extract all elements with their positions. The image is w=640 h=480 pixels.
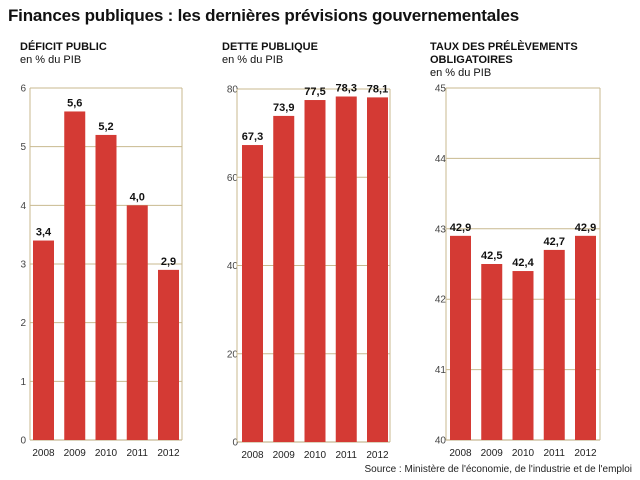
debt-x-tick-label: 2011 <box>335 450 357 461</box>
tax-bar-2010 <box>512 271 534 440</box>
debt-y-tick-label: 0 <box>232 438 238 449</box>
debt-bar-2009 <box>273 115 295 442</box>
source-note: Source : Ministère de l'économie, de l'i… <box>364 464 632 475</box>
tax-value-label: 42,5 <box>481 250 502 262</box>
deficit-y-tick-label: 0 <box>20 436 26 447</box>
tax-y-tick-label: 40 <box>435 436 447 447</box>
deficit-chart-unit: en % du PIB <box>20 54 82 66</box>
tax-bar-2008 <box>450 235 471 440</box>
tax-x-tick-label: 2009 <box>481 448 504 459</box>
debt-value-label: 77,5 <box>304 86 325 98</box>
deficit-y-tick-label: 5 <box>20 142 26 153</box>
deficit-bar-2011 <box>126 205 148 440</box>
deficit-value-label: 2,9 <box>161 256 176 268</box>
debt-x-tick-label: 2012 <box>366 450 389 461</box>
tax-y-tick-label: 43 <box>435 224 447 235</box>
tax-bar-2011 <box>543 249 565 440</box>
debt-chart-unit: en % du PIB <box>222 54 284 66</box>
tax-value-label: 42,9 <box>575 222 596 234</box>
deficit-bar-2009 <box>64 111 86 440</box>
page-title: Finances publiques : les dernières prévi… <box>8 6 519 25</box>
debt-x-tick-label: 2010 <box>304 450 327 461</box>
deficit-value-label: 5,6 <box>67 97 82 109</box>
tax-value-label: 42,9 <box>450 222 471 234</box>
deficit-value-label: 4,0 <box>130 191 145 203</box>
deficit-chart: 0 1 2 3 4 5 6 3,4 2008 5,6 2009 5,2 2010 4,0 2011 2,9 20… <box>20 84 183 459</box>
tax-y-tick-label: 44 <box>435 154 447 165</box>
tax-y-tick-label: 42 <box>435 295 447 306</box>
deficit-x-tick-label: 2010 <box>95 448 118 459</box>
tax-x-tick-label: 2012 <box>574 448 597 459</box>
tax-x-tick-label: 2008 <box>449 448 472 459</box>
tax-chart-title: TAUX DES PRÉLÈVEMENTS OBLIGATOIRES <box>430 41 578 66</box>
deficit-y-tick-label: 2 <box>20 318 26 329</box>
debt-chart-title: DETTE PUBLIQUE <box>222 41 318 53</box>
tax-chart: 40 41 42 43 44 45 42,9 2008 42,5 2009 42,4 2010 42,7… <box>435 84 601 459</box>
debt-bar-2012 <box>367 97 388 442</box>
debt-bar-2010 <box>304 100 326 442</box>
debt-x-tick-label: 2008 <box>241 450 264 461</box>
debt-value-label: 78,1 <box>367 83 388 95</box>
deficit-y-tick-label: 3 <box>20 260 26 271</box>
deficit-y-tick-label: 6 <box>20 84 26 95</box>
deficit-chart-title: DÉFICIT PUBLIC <box>20 41 107 53</box>
deficit-value-label: 5,2 <box>98 121 113 133</box>
tax-value-label: 42,7 <box>544 236 565 248</box>
debt-y-tick-label: 80 <box>227 85 239 96</box>
tax-bar-2009 <box>481 264 503 440</box>
deficit-bar-2010 <box>95 134 117 440</box>
deficit-chart-panel: DÉFICIT PUBLIC en % du PIB 0 1 2 3 4 5 6 3,4 200… <box>0 0 210 460</box>
debt-x-tick-label: 2009 <box>273 450 296 461</box>
debt-value-label: 67,3 <box>242 131 263 143</box>
deficit-value-label: 3,4 <box>36 227 52 239</box>
deficit-y-tick-label: 1 <box>20 377 26 388</box>
deficit-x-tick-label: 2008 <box>32 448 55 459</box>
debt-y-tick-label: 40 <box>227 261 239 272</box>
debt-value-label: 78,3 <box>336 83 357 95</box>
deficit-y-tick-label: 4 <box>20 201 26 212</box>
debt-value-label: 73,9 <box>273 102 294 114</box>
tax-value-label: 42,4 <box>512 257 534 269</box>
tax-y-tick-label: 45 <box>435 84 447 95</box>
tax-y-tick-label: 41 <box>435 365 447 376</box>
debt-y-tick-label: 60 <box>227 173 239 184</box>
debt-bar-2008 <box>242 145 263 442</box>
tax-x-tick-label: 2010 <box>512 448 535 459</box>
deficit-x-tick-label: 2011 <box>126 448 148 459</box>
tax-bar-2012 <box>575 235 596 440</box>
debt-y-tick-label: 20 <box>227 349 239 360</box>
deficit-bar-2008 <box>33 240 54 440</box>
tax-chart-unit: en % du PIB <box>430 67 492 79</box>
deficit-x-tick-label: 2009 <box>64 448 87 459</box>
debt-chart-panel: DETTE PUBLIQUE en % du PIB 0 20 40 60 80 67,3… <box>222 41 391 461</box>
tax-x-tick-label: 2011 <box>543 448 565 459</box>
deficit-bar-2012 <box>158 269 179 440</box>
tax-chart-panel: TAUX DES PRÉLÈVEMENTS OBLIGATOIRES en % … <box>430 41 601 459</box>
debt-chart: 0 20 40 60 80 67,3 2008 73,9 2009 77,5 2010 78,3 201… <box>227 83 391 461</box>
deficit-x-tick-label: 2012 <box>157 448 180 459</box>
debt-bar-2011 <box>335 96 357 442</box>
